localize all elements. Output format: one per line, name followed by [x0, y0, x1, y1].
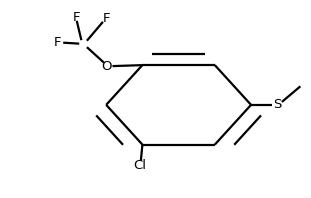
Text: S: S	[273, 98, 281, 111]
Text: F: F	[72, 11, 80, 24]
Text: F: F	[54, 36, 61, 49]
Text: Cl: Cl	[133, 159, 146, 172]
Text: F: F	[103, 12, 111, 25]
Text: O: O	[102, 60, 112, 73]
